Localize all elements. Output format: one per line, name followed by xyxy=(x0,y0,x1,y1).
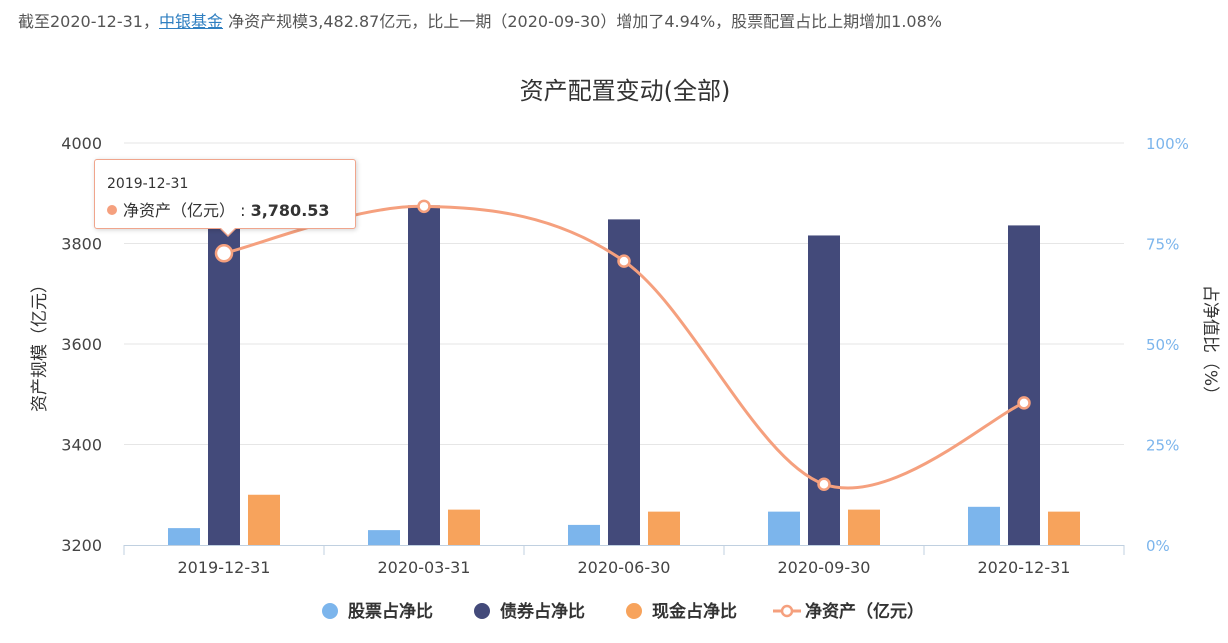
y-left-tick-label: 3800 xyxy=(61,235,102,254)
bond-bar[interactable] xyxy=(608,219,640,545)
y-right-tick-label: 100% xyxy=(1146,135,1189,153)
x-tick-label: 2019-12-31 xyxy=(178,558,271,577)
legend-stock-label[interactable]: 股票占净比 xyxy=(348,601,433,622)
legend-cash-marker-icon[interactable] xyxy=(626,603,642,619)
cash-bar[interactable] xyxy=(848,509,880,545)
net-assets-point[interactable] xyxy=(214,244,234,263)
cash-bar[interactable] xyxy=(448,509,480,545)
y-left-tick-label: 3200 xyxy=(61,536,102,555)
bond-bar[interactable] xyxy=(808,235,840,545)
stock-bar[interactable] xyxy=(168,528,200,545)
stock-bar[interactable] xyxy=(568,524,600,545)
chart-tooltip: 2019-12-31 净资产（亿元） : 3,780.53 xyxy=(94,159,356,237)
tooltip-label: 净资产（亿元） xyxy=(123,201,236,220)
x-tick-label: 2020-09-30 xyxy=(778,558,871,577)
summary-rest: 净资产规模3,482.87亿元，比上一期（2020-09-30）增加了4.94%… xyxy=(223,12,942,31)
y-right-tick-label: 50% xyxy=(1146,336,1179,354)
y-right-tick-label: 25% xyxy=(1146,437,1179,455)
legend-net-assets-marker-icon[interactable] xyxy=(780,604,794,618)
y-left-tick-label: 3400 xyxy=(61,436,102,455)
tooltip-arrow-inner xyxy=(220,227,236,235)
stock-bar[interactable] xyxy=(368,530,400,545)
legend-stock-marker-icon[interactable] xyxy=(322,603,338,619)
net-assets-point[interactable] xyxy=(417,199,431,214)
legend-bond-marker-icon[interactable] xyxy=(474,603,490,619)
y-right-tick-label: 0% xyxy=(1146,537,1170,555)
y-left-tick-label: 3600 xyxy=(61,335,102,354)
x-tick-label: 2020-06-30 xyxy=(578,558,671,577)
stock-bar[interactable] xyxy=(768,511,800,545)
cash-bar[interactable] xyxy=(648,511,680,545)
y-left-tick-label: 4000 xyxy=(61,134,102,153)
chart-title: 资产配置变动(全部) xyxy=(520,77,731,105)
legend-net-assets-label[interactable]: 净资产（亿元） xyxy=(805,601,924,622)
x-tick-label: 2020-12-31 xyxy=(978,558,1071,577)
net-assets-point[interactable] xyxy=(817,477,831,491)
bond-bar[interactable] xyxy=(1008,225,1040,545)
bond-bar[interactable] xyxy=(408,205,440,545)
legend-cash-label[interactable]: 现金占净比 xyxy=(652,601,737,622)
y-left-axis-label: 资产规模（亿元） xyxy=(30,276,50,412)
cash-bar[interactable] xyxy=(1048,511,1080,545)
stock-bar[interactable] xyxy=(968,506,1000,545)
legend-bond-label[interactable]: 债券占净比 xyxy=(500,601,585,622)
summary-text: 截至2020-12-31，中银基金 净资产规模3,482.87亿元，比上一期（2… xyxy=(18,8,942,32)
net-assets-point[interactable] xyxy=(617,254,631,268)
y-right-tick-label: 75% xyxy=(1146,236,1179,254)
fund-company-link[interactable]: 中银基金 xyxy=(159,12,224,31)
summary-prefix: 截至2020-12-31， xyxy=(18,12,159,31)
tooltip-date: 2019-12-31 xyxy=(107,176,189,192)
tooltip-row: 净资产（亿元） : 3,780.53 xyxy=(107,197,330,221)
net-assets-line xyxy=(223,204,1025,490)
net-assets-point[interactable] xyxy=(1017,396,1031,410)
tooltip-series-dot-icon xyxy=(107,205,117,215)
tooltip-value: 3,780.53 xyxy=(250,201,330,220)
cash-bar[interactable] xyxy=(248,494,280,545)
y-right-axis-label: 占净值比（%） xyxy=(1200,285,1220,403)
x-tick-label: 2020-03-31 xyxy=(378,558,471,577)
